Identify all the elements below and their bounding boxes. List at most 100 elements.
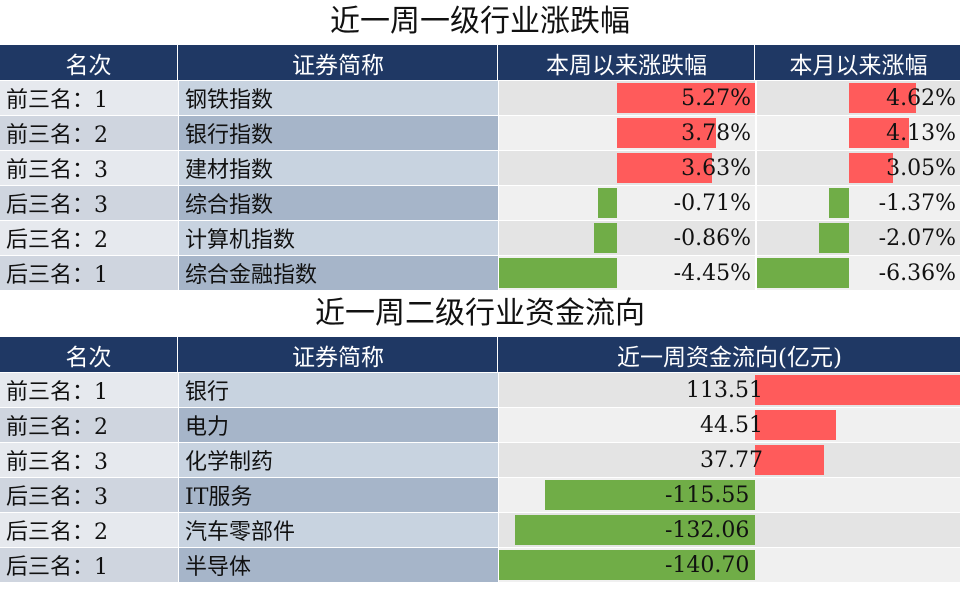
header-rank: 名次 — [0, 337, 178, 372]
week-change-bar — [617, 118, 716, 148]
week-change-cell: 5.27% — [499, 81, 755, 115]
week-change-value: 3.63% — [681, 155, 751, 181]
month-change-value: 4.62% — [886, 85, 956, 111]
month-change-bar — [757, 258, 849, 288]
header-month-change: 本月以来涨幅 — [789, 52, 928, 79]
fund-flow-bar — [755, 445, 824, 475]
week-change-bar — [598, 188, 617, 218]
name-cell: 建材指数 — [179, 151, 498, 185]
fund-flow-cell: -132.06 — [499, 513, 960, 547]
month-change-cell: 4.13% — [757, 116, 960, 150]
month-change-bar — [849, 83, 916, 113]
rank-cell: 前三名：3 — [0, 151, 178, 185]
month-change-bar — [849, 118, 909, 148]
name-cell: 汽车零部件 — [179, 513, 498, 547]
week-change-bar — [499, 258, 617, 288]
rank-cell: 后三名：1 — [0, 548, 178, 582]
table-row: 前三名：1 银行 113.51 — [0, 372, 960, 407]
week-change-value: -4.45% — [673, 260, 751, 286]
table1-header-row: 名次 证券简称 本周以来涨跌幅 本月以来涨幅 — [0, 44, 960, 80]
month-change-cell: 3.05% — [757, 151, 960, 185]
fund-flow-bar — [755, 375, 960, 405]
month-change-bar — [849, 153, 894, 183]
month-change-value: 3.05% — [886, 155, 956, 181]
week-change-bar — [594, 223, 617, 253]
table-row: 前三名：2 电力 44.51 — [0, 407, 960, 442]
fund-flow-value: -132.06 — [665, 517, 750, 543]
header-name: 证券简称 — [179, 337, 498, 372]
header-name: 证券简称 — [179, 45, 498, 80]
fund-flow-value: 44.51 — [700, 412, 763, 438]
table-row: 前三名：1 钢铁指数 5.27% 4.62% — [0, 80, 960, 115]
fund-flow-bar — [544, 480, 755, 510]
week-change-bar — [617, 83, 755, 113]
month-change-cell: -2.07% — [757, 221, 960, 255]
rank-cell: 前三名：2 — [0, 408, 178, 442]
header-week-change: 本周以来涨跌幅 — [499, 45, 755, 80]
fund-flow-cell: -115.55 — [499, 478, 960, 512]
month-change-value: 4.13% — [886, 120, 956, 146]
table-row: 前三名：3 建材指数 3.63% 3.05% — [0, 150, 960, 185]
fund-flow-table: 名次 证券简称 近一周资金流向(亿元) 前三名：1 银行 113.51 前三名：2 电力… — [0, 336, 960, 582]
table-row: 前三名：2 银行指数 3.78% 4.13% — [0, 115, 960, 150]
fund-flow-bar — [514, 515, 755, 545]
fund-flow-bar — [499, 550, 755, 580]
month-change-cell: -1.37% — [757, 186, 960, 220]
rank-cell: 后三名：3 — [0, 478, 178, 512]
name-cell: 半导体 — [179, 548, 498, 582]
fund-flow-value: 37.77 — [700, 447, 763, 473]
week-change-cell: 3.63% — [499, 151, 755, 185]
week-change-cell: -4.45% — [499, 256, 755, 290]
week-change-cell: -0.86% — [499, 221, 755, 255]
name-cell: 银行 — [179, 373, 498, 407]
name-cell: 计算机指数 — [179, 221, 498, 255]
month-change-bar — [819, 223, 849, 253]
month-change-value: -2.07% — [878, 225, 956, 251]
name-cell: IT服务 — [179, 478, 498, 512]
week-change-cell: 3.78% — [499, 116, 755, 150]
name-cell: 钢铁指数 — [179, 81, 498, 115]
table2-title: 近一周二级行业资金流向 — [315, 296, 645, 331]
rank-cell: 前三名：2 — [0, 116, 178, 150]
rank-cell: 前三名：1 — [0, 373, 178, 407]
table-row: 后三名：2 计算机指数 -0.86% -2.07% — [0, 220, 960, 255]
rank-cell: 前三名：1 — [0, 81, 178, 115]
rank-cell: 后三名：3 — [0, 186, 178, 220]
week-change-cell: -0.71% — [499, 186, 755, 220]
table2-header-row: 名次 证券简称 近一周资金流向(亿元) — [0, 336, 960, 372]
rank-cell: 后三名：1 — [0, 256, 178, 290]
week-change-value: 5.27% — [681, 85, 751, 111]
fund-flow-value: -140.70 — [665, 552, 750, 578]
table1-title: 近一周一级行业涨跌幅 — [330, 4, 630, 39]
table-row: 后三名：3 综合指数 -0.71% -1.37% — [0, 185, 960, 220]
fund-flow-cell: -140.70 — [499, 548, 960, 582]
table-row: 后三名：1 综合金融指数 -4.45% -6.36% — [0, 255, 960, 290]
month-change-cell: 4.62% — [757, 81, 960, 115]
month-change-value: -1.37% — [878, 190, 956, 216]
table-row: 后三名：1 半导体 -140.70 — [0, 547, 960, 582]
table-row: 前三名：3 化学制药 37.77 — [0, 442, 960, 477]
name-cell: 化学制药 — [179, 443, 498, 477]
header-rank: 名次 — [0, 45, 178, 80]
week-change-value: -0.71% — [673, 190, 751, 216]
month-change-cell: -6.36% — [757, 256, 960, 290]
industry-change-table: 名次 证券简称 本周以来涨跌幅 本月以来涨幅 前三名：1 钢铁指数 5.27% 4.6… — [0, 44, 960, 290]
fund-flow-cell: 37.77 — [499, 443, 960, 477]
name-cell: 银行指数 — [179, 116, 498, 150]
header-fund-flow: 近一周资金流向(亿元) — [617, 344, 842, 371]
name-cell: 综合金融指数 — [179, 256, 498, 290]
fund-flow-value: -115.55 — [665, 482, 750, 508]
week-change-bar — [617, 153, 713, 183]
week-change-value: 3.78% — [681, 120, 751, 146]
week-change-value: -0.86% — [673, 225, 751, 251]
name-cell: 电力 — [179, 408, 498, 442]
month-change-bar — [829, 188, 849, 218]
fund-flow-value: 113.51 — [686, 377, 763, 403]
rank-cell: 后三名：2 — [0, 221, 178, 255]
rank-cell: 后三名：2 — [0, 513, 178, 547]
fund-flow-cell: 44.51 — [499, 408, 960, 442]
fund-flow-cell: 113.51 — [499, 373, 960, 407]
month-change-value: -6.36% — [878, 260, 956, 286]
fund-flow-bar — [755, 410, 836, 440]
table-row: 后三名：2 汽车零部件 -132.06 — [0, 512, 960, 547]
